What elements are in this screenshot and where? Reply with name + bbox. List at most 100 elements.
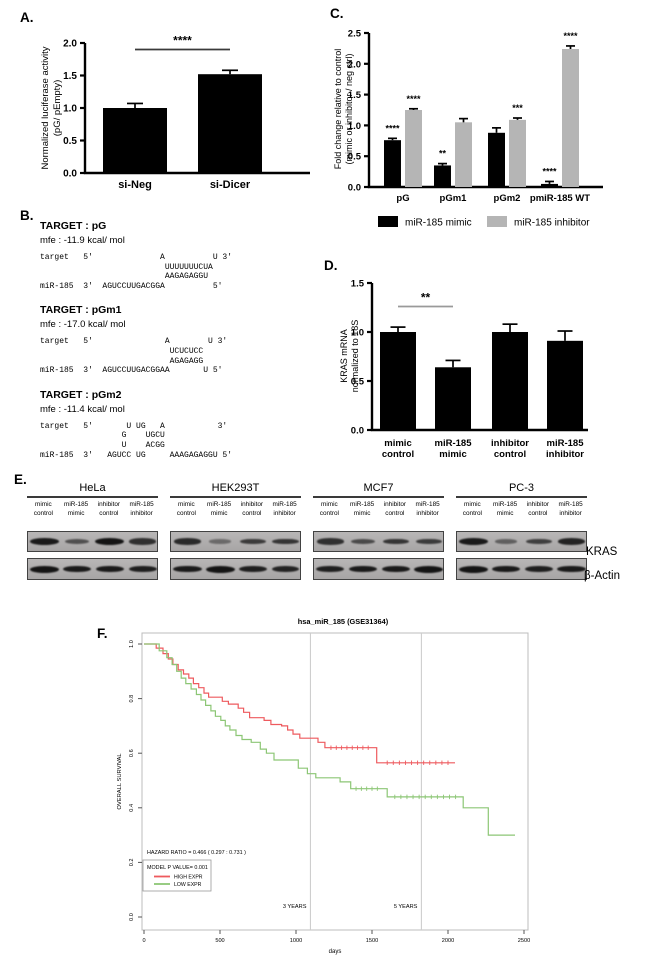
svg-text:0.5: 0.5 (351, 377, 365, 388)
svg-text:500: 500 (215, 938, 224, 944)
svg-text:mimic: mimic (384, 438, 411, 449)
lane-label: miR-185 inhibitor (558, 501, 583, 517)
target-title: TARGET : pG (40, 220, 107, 232)
lane-label: miR-185 inhibitor (272, 501, 297, 517)
actin-blot (456, 558, 587, 580)
svg-text:3 YEARS: 3 YEARS (283, 904, 307, 910)
target-title: TARGET : pGm2 (40, 388, 122, 401)
protein-band (317, 538, 344, 545)
actin-row-label: β-Actin (584, 570, 621, 582)
svg-text:(mimic or inhibitor / neg ctrl: (mimic or inhibitor / neg ctrl) (344, 53, 354, 164)
panel-e-label: E. (14, 472, 27, 487)
lane-label: inhibitor control (526, 501, 550, 517)
svg-text:0.4: 0.4 (129, 804, 135, 812)
actin-blot (313, 558, 444, 580)
lane-label: miR-185 mimic (207, 501, 232, 517)
target-mfe: mfe : -17.0 kcal/ mol (40, 319, 126, 331)
svg-text:days: days (329, 949, 342, 955)
svg-text:pG: pG (396, 193, 409, 204)
lane-label: inhibitor control (97, 501, 121, 517)
protein-band (30, 538, 59, 545)
protein-band (459, 538, 488, 545)
svg-text:****: **** (385, 123, 400, 133)
svg-text:control: control (382, 449, 414, 460)
kras-row-label: KRAS (586, 546, 618, 558)
cell-line-header: HeLa (27, 482, 158, 498)
kras-blot (170, 531, 301, 552)
kras-blot (27, 531, 158, 552)
protein-band (557, 565, 586, 573)
actin-blot (170, 558, 301, 580)
svg-text:2.0: 2.0 (348, 59, 361, 70)
cell-line-header: HEK293T (170, 482, 301, 498)
panel-a-label: A. (20, 10, 34, 25)
panel-d-label: D. (324, 258, 338, 273)
protein-band (29, 565, 59, 573)
protein-band (65, 538, 90, 545)
protein-band (62, 565, 92, 573)
svg-text:miR-185 inhibitor: miR-185 inhibitor (514, 218, 590, 229)
protein-band (173, 538, 201, 545)
svg-text:(pG/ pEmpty): (pG/ pEmpty) (52, 80, 63, 137)
protein-band (128, 565, 157, 573)
svg-text:**: ** (439, 149, 447, 159)
svg-text:1.5: 1.5 (351, 279, 365, 290)
svg-text:0.5: 0.5 (63, 136, 77, 147)
panel-c-label: C. (330, 6, 344, 21)
protein-band (526, 538, 552, 545)
panel-d-kras-mrna-bar-chart: 0.0 0.5 1.0 1.5 KRAS mRNA normalized to 18S mi… (339, 279, 588, 460)
cell-line-header: PC-3 (456, 482, 587, 498)
protein-band (381, 565, 411, 573)
svg-text:MODEL P VALUE= 0.001: MODEL P VALUE= 0.001 (147, 865, 208, 871)
protein-band (316, 565, 345, 573)
protein-band (494, 539, 518, 544)
alignment-pgm2: target 5' U UG A 3' G UGCU U ACGG miR-185… (40, 421, 233, 460)
svg-text:inhibitor: inhibitor (491, 438, 529, 449)
protein-band (557, 538, 586, 545)
svg-text:0.0: 0.0 (351, 426, 364, 437)
svg-text:inhibitor: inhibitor (546, 449, 584, 460)
svg-text:5 YEARS: 5 YEARS (394, 904, 418, 910)
protein-band (458, 565, 488, 573)
lane-label: miR-185 inhibitor (415, 501, 440, 517)
target-mfe: mfe : -11.9 kcal/ mol (40, 235, 125, 246)
actin-blot (27, 558, 158, 580)
target-title: TARGET : pGm1 (40, 304, 122, 317)
lane-label: mimic control (319, 501, 339, 517)
svg-text:miR-185: miR-185 (435, 438, 473, 449)
svg-text:si-Dicer: si-Dicer (210, 179, 251, 191)
svg-text:control: control (494, 449, 526, 460)
lane-label: inhibitor control (383, 501, 407, 517)
svg-text:0: 0 (142, 938, 145, 944)
protein-band (239, 538, 266, 545)
protein-band (272, 538, 299, 545)
protein-band (414, 565, 444, 573)
svg-text:2500: 2500 (518, 938, 530, 944)
protein-band (271, 565, 300, 573)
protein-band (129, 538, 156, 545)
svg-text:***: *** (512, 103, 523, 113)
svg-text:****: **** (563, 31, 578, 41)
panel-c-foldchange-bar-chart: 0.0 0.5 1.0 1.5 2.0 2.5 Fold change relative t… (333, 29, 603, 229)
svg-text:0.5: 0.5 (348, 152, 362, 163)
protein-band (348, 565, 378, 573)
panel-f-survival-chart: 3 YEARS 5 YEARS 0 500 1000 1500 2000 2500 0.0 0.2… (117, 617, 530, 955)
target-mfe: mfe : -11.4 kcal/ mol (40, 403, 125, 415)
alignment-pg: target 5' A U 3' UUUUUUUCUA AAGAGAGGU miR… (40, 253, 233, 291)
svg-text:1.5: 1.5 (348, 90, 362, 101)
svg-text:si-Neg: si-Neg (118, 179, 152, 191)
svg-text:2000: 2000 (442, 938, 454, 944)
svg-text:**: ** (421, 291, 431, 305)
lane-label: mimic control (176, 501, 196, 517)
svg-text:pmiR-185 WT: pmiR-185 WT (530, 193, 590, 204)
protein-band (524, 565, 553, 573)
cell-line-header: MCF7 (313, 482, 444, 498)
svg-text:2.0: 2.0 (63, 39, 77, 50)
svg-text:1.0: 1.0 (129, 640, 135, 648)
blot-group-PC-3: PC-3 mimic control miR-185 mimic inhibitor con… (456, 482, 587, 580)
svg-text:2.5: 2.5 (348, 29, 362, 40)
svg-text:0.8: 0.8 (129, 695, 135, 703)
svg-text:1.0: 1.0 (351, 328, 364, 339)
svg-text:mimic: mimic (439, 449, 466, 460)
lane-label: mimic control (462, 501, 482, 517)
